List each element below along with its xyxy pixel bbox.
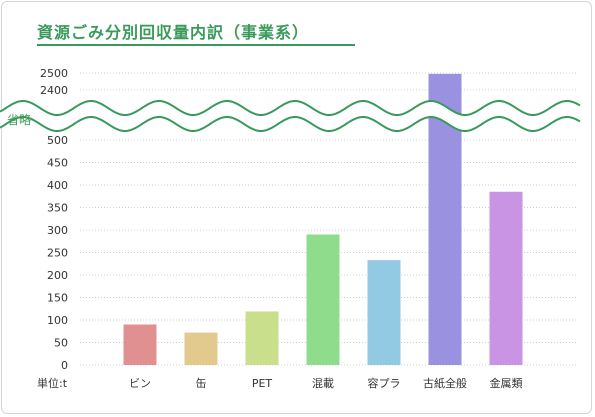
y-tick-label: 150	[47, 292, 68, 305]
unit-label: 単位:t	[37, 376, 68, 390]
bar	[489, 191, 523, 365]
y-tick-label: 350	[47, 202, 68, 215]
y-tick-label: 50	[54, 337, 68, 350]
x-category-label: 混載	[312, 377, 334, 390]
bar	[245, 311, 279, 365]
bars	[123, 73, 523, 365]
y-tick-label: 450	[47, 157, 68, 170]
y-tick-labels: 0 50 100 150 200 250 300 350 400 450 500 2400 2500	[40, 67, 68, 372]
x-category-label: ビン	[129, 377, 151, 390]
y-tick-label: 300	[47, 224, 68, 237]
break-band	[0, 101, 580, 131]
y-tick-label: 500	[47, 134, 68, 147]
x-category-label: 古紙全般	[423, 376, 467, 390]
y-tick-label: 250	[47, 247, 68, 260]
omission-label: 省略	[7, 112, 31, 127]
bar	[184, 332, 218, 365]
break-wave	[0, 100, 581, 116]
bar	[306, 234, 340, 365]
x-category-label: 金属類	[490, 376, 523, 390]
y-tick-label: 400	[47, 179, 68, 192]
bar	[367, 260, 401, 365]
x-category-label: 缶	[196, 376, 207, 390]
axis-break	[0, 100, 581, 132]
x-category-label: PET	[252, 377, 273, 390]
y-tick-label: 200	[47, 269, 68, 282]
y-tick-label: 2400	[40, 84, 68, 97]
y-tick-label: 100	[47, 314, 68, 327]
x-category-labels: ビン 缶 PET 混載 容プラ 古紙全般 金属類	[129, 376, 523, 390]
y-tick-label: 2500	[40, 67, 68, 80]
title-underline	[37, 44, 355, 46]
chart-title: 資源ごみ分別回収量内訳（事業系）	[37, 23, 310, 42]
x-category-label: 容プラ	[368, 376, 401, 390]
bar	[123, 324, 157, 365]
break-wave	[0, 116, 581, 132]
y-tick-label: 0	[61, 359, 68, 372]
